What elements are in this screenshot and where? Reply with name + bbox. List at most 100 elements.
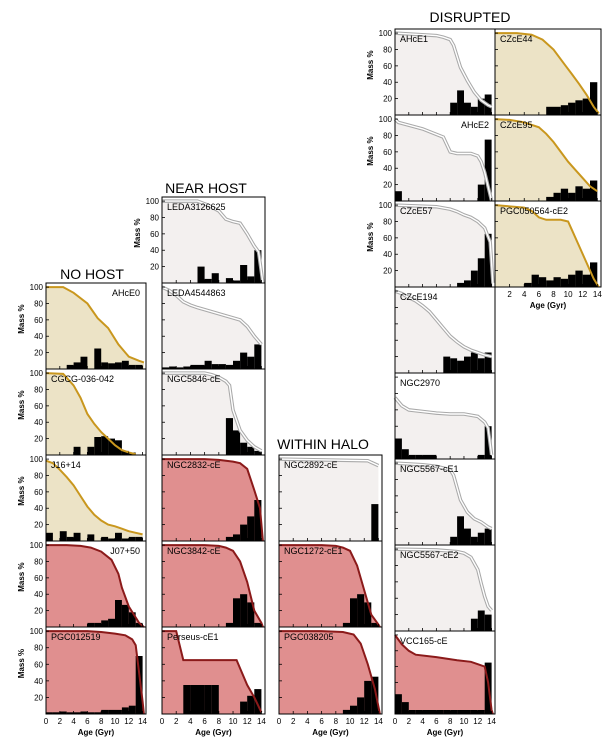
bar-age-9	[450, 358, 458, 373]
bar-age-10	[560, 188, 569, 201]
y-tick-label: 60	[383, 148, 392, 157]
cumulative-line-inner	[394, 290, 492, 358]
panel-czce57: CZcE57 20 40 60 80 100 Mass %	[366, 200, 496, 288]
x-axis-label: Age (Gyr)	[427, 728, 464, 737]
y-tick-label: 40	[383, 78, 392, 87]
y-tick-label: 20	[34, 693, 43, 702]
bar-age-7	[204, 360, 212, 369]
cumulative-line-inner	[394, 118, 493, 202]
bar-age-14	[484, 139, 492, 201]
bar-age-9	[553, 106, 561, 115]
cumulative-area	[162, 201, 263, 283]
x-tick-label: 12	[243, 717, 252, 726]
panel-frame	[394, 630, 496, 715]
panel-ngc5846-ce: NGC5846-cE	[161, 368, 266, 456]
bar-age-13	[582, 188, 590, 201]
bar-age-1	[395, 191, 402, 201]
panel-ngc5567-ce1: NGC5567-cE1	[394, 458, 496, 546]
panel-label: NGC5567-cE1	[400, 464, 459, 474]
y-tick-label: 40	[34, 332, 43, 341]
bar-age-7	[204, 278, 212, 283]
bar-age-14	[135, 656, 143, 714]
bar-age-14	[135, 622, 143, 627]
panel-pgc038205: PGC038205 0 2 4 6 8 10 12 14 Age (Gyr)	[277, 626, 383, 737]
bar-age-12	[240, 442, 248, 455]
x-tick-label: 6	[537, 290, 542, 299]
panel-pgc050564-ce2: PGC050564-cE2 2 4 6 8 10 12 14 Age (Gyr)	[494, 200, 602, 310]
bar-age-13	[128, 536, 136, 541]
bar-age-1	[395, 694, 402, 714]
bar-age-14	[371, 504, 379, 541]
bar-age-10	[560, 278, 569, 287]
bar-age-13	[582, 274, 590, 287]
x-tick-label: 2	[407, 717, 412, 726]
bar-age-12	[240, 352, 248, 369]
cumulative-area	[279, 631, 380, 714]
bar-age-3	[176, 367, 184, 369]
panel-j07+50: J07+50 20 40 60 80 100 Mass %	[17, 540, 147, 628]
bar-age-12	[575, 270, 583, 287]
y-tick-label: 100	[146, 197, 160, 206]
cumulative-line-inner	[162, 372, 262, 452]
bar-age-12	[470, 352, 478, 373]
y-tick-label: 100	[379, 29, 393, 38]
bar-age-9	[553, 192, 561, 201]
bar-age-10	[225, 278, 233, 283]
bar-age-6	[429, 454, 437, 459]
x-tick-label: 2	[291, 717, 296, 726]
bar-age-13	[477, 358, 485, 373]
cumulative-area	[46, 287, 144, 369]
cumulative-area	[395, 397, 492, 459]
panel-ahce2: AHcE2 20 40 60 80 100 Mass %	[366, 114, 496, 202]
bar-age-14	[484, 528, 492, 545]
panel-label: J07+50	[110, 546, 140, 556]
bar-age-7	[87, 712, 95, 714]
y-tick-label: 100	[379, 115, 393, 124]
bar-age-8	[443, 356, 451, 373]
panel-label: AHcE2	[461, 120, 489, 130]
bar-age-14	[254, 344, 262, 369]
panel-label: Perseus-cE1	[167, 632, 219, 642]
cumulative-area	[279, 459, 379, 541]
bar-age-13	[477, 184, 485, 201]
bar-age-8	[546, 196, 554, 201]
x-tick-label: 8	[334, 717, 339, 726]
bar-age-7	[87, 622, 95, 627]
bar-age-11	[464, 280, 471, 287]
x-tick-label: 6	[434, 717, 439, 726]
bar-age-9	[101, 709, 109, 714]
cumulative-area	[46, 373, 136, 455]
x-tick-label: 4	[522, 290, 527, 299]
y-tick-label: 20	[34, 521, 43, 530]
bar-age-14	[484, 352, 492, 373]
bar-age-5	[190, 364, 198, 369]
panel-label: NGC2892-cE	[284, 460, 338, 470]
y-tick-label: 100	[30, 369, 44, 378]
x-tick-label: 14	[257, 717, 266, 726]
y-tick-label: 100	[30, 627, 44, 636]
bar-age-12	[240, 594, 248, 627]
bar-age-11	[233, 430, 241, 455]
cumulative-line	[279, 630, 381, 715]
panel-perseus-ce1: Perseus-cE1 0 2 4 6 8 10 12 14 Age (Gyr)	[160, 626, 266, 737]
cumulative-line-inner	[162, 200, 264, 284]
y-tick-label: 80	[34, 644, 43, 653]
y-tick-label: 100	[30, 541, 44, 550]
cumulative-area	[162, 287, 262, 369]
y-tick-label: 100	[379, 201, 393, 210]
x-tick-label: 10	[564, 290, 573, 299]
cumulative-line	[45, 372, 136, 456]
y-tick-label: 100	[30, 283, 44, 292]
bar-age-11	[568, 102, 576, 115]
bar-age-12	[357, 594, 365, 627]
bar-age-10	[342, 622, 350, 627]
y-tick-label: 60	[383, 62, 392, 71]
cumulative-area	[395, 549, 492, 631]
bar-age-9	[450, 102, 458, 115]
y-tick-label: 100	[30, 455, 44, 464]
bar-age-10	[457, 516, 464, 545]
x-tick-label: 2	[174, 717, 179, 726]
y-tick-label: 40	[34, 504, 43, 513]
bar-age-12	[470, 536, 478, 545]
bar-age-9	[553, 277, 561, 287]
